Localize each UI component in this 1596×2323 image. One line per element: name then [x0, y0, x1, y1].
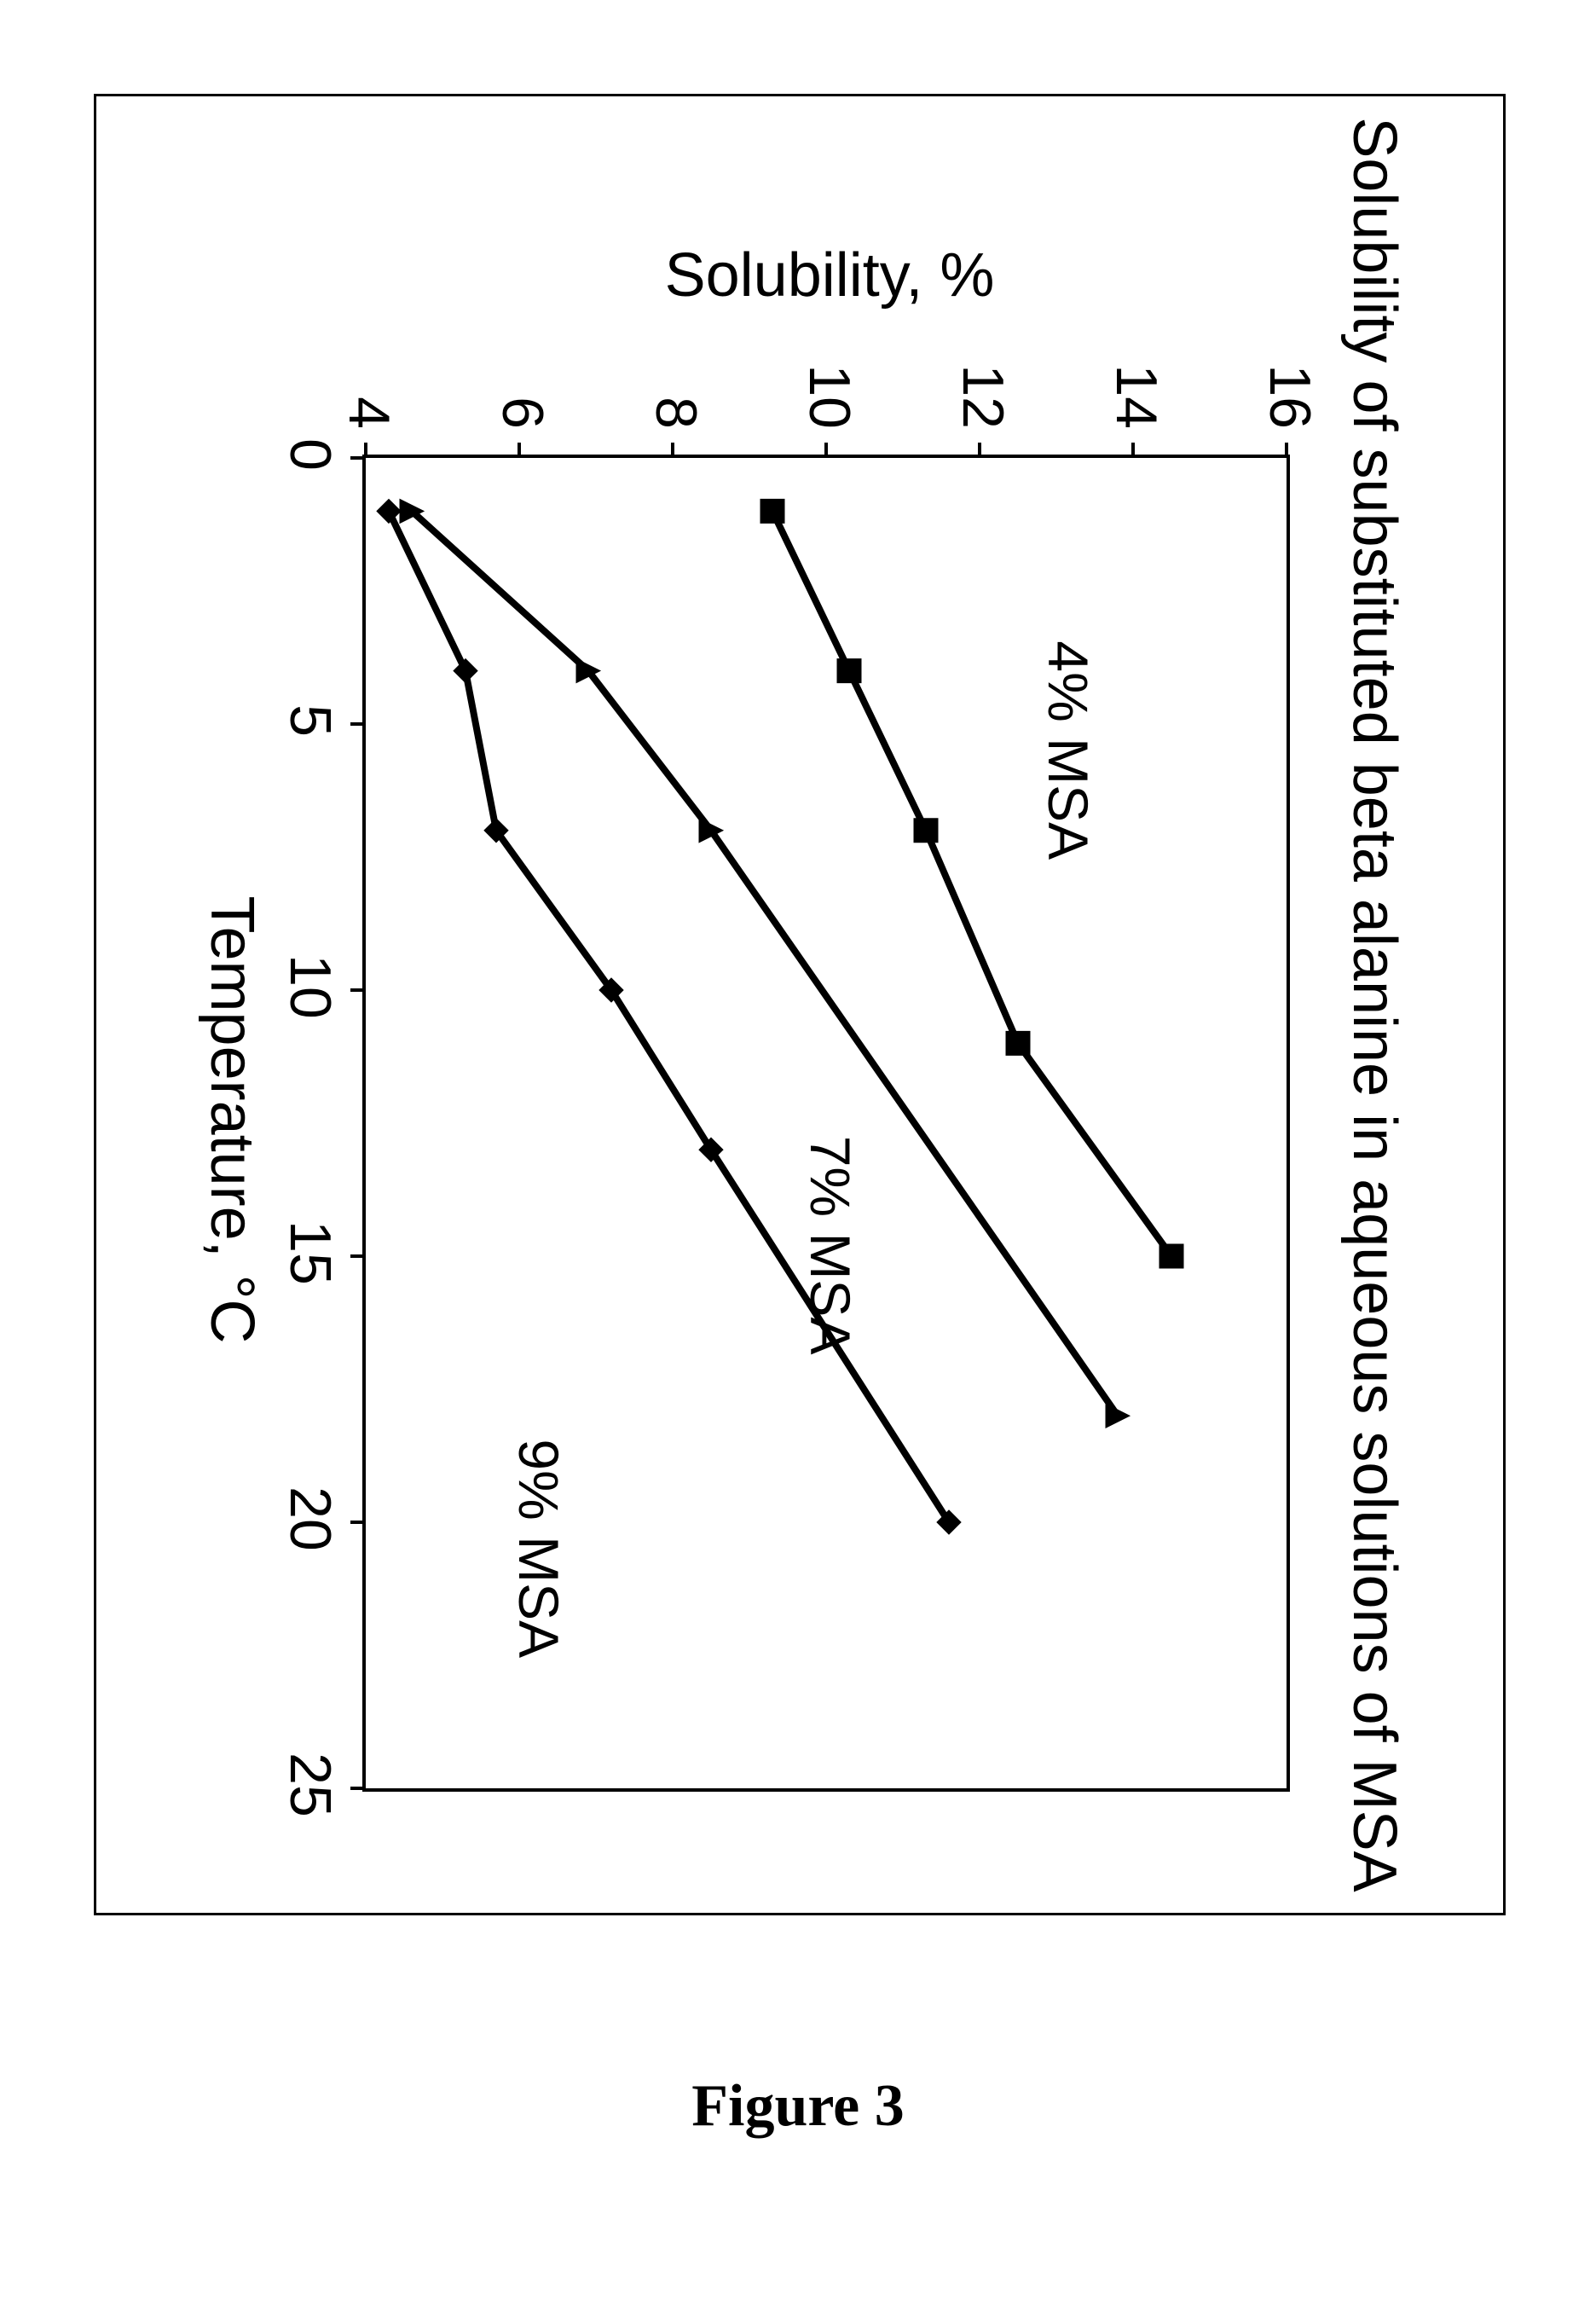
y-tick-label: 14	[1103, 352, 1170, 429]
series-line	[412, 511, 1118, 1416]
y-axis-title-text: Solubility, %	[665, 240, 995, 310]
series-inline-label: 9% MSA	[506, 1439, 571, 1658]
x-axis-title: Temperature, °C	[197, 455, 267, 1785]
data-marker	[760, 499, 784, 523]
data-marker	[914, 819, 938, 843]
x-tick-label: 15	[277, 1220, 344, 1285]
x-tick	[350, 988, 366, 992]
figure-outer-frame: Solubility of substituted beta alanine i…	[94, 94, 1506, 1915]
y-tick-label: 6	[489, 352, 556, 429]
x-tick-label: 5	[277, 704, 344, 737]
rotated-chart-container: Solubility of substituted beta alanine i…	[96, 96, 1503, 1913]
x-tick	[350, 722, 366, 726]
x-tick	[350, 1521, 366, 1524]
y-tick	[1131, 443, 1135, 458]
x-tick-label: 25	[277, 1752, 344, 1817]
y-tick	[978, 443, 981, 458]
y-tick	[1285, 443, 1288, 458]
x-tick	[350, 1254, 366, 1258]
y-tick	[671, 443, 674, 458]
x-tick-label: 10	[277, 954, 344, 1019]
chart-svg	[366, 458, 1287, 1788]
y-tick-label: 16	[1257, 352, 1323, 429]
y-tick	[364, 443, 367, 458]
y-tick-label: 10	[796, 352, 863, 429]
data-marker	[377, 499, 401, 523]
series-inline-label: 4% MSA	[1036, 640, 1101, 860]
plot-area	[362, 455, 1290, 1792]
series-line	[389, 511, 949, 1522]
data-marker	[1106, 1404, 1130, 1428]
data-marker	[1159, 1244, 1183, 1268]
series-inline-label: 7% MSA	[798, 1136, 863, 1355]
x-tick-label: 20	[277, 1486, 344, 1551]
figure-caption: Figure 3	[0, 2072, 1596, 2141]
x-tick-label: 0	[277, 438, 344, 471]
y-tick	[518, 443, 521, 458]
y-tick-label: 8	[643, 352, 709, 429]
data-marker	[837, 659, 861, 683]
y-tick-label: 4	[336, 352, 402, 429]
x-tick	[350, 1787, 366, 1790]
y-tick	[824, 443, 828, 458]
data-marker	[1006, 1031, 1030, 1055]
chart-title: Solubility of substituted beta alanine i…	[1339, 96, 1409, 1913]
data-marker	[454, 659, 477, 683]
y-tick-label: 12	[950, 352, 1016, 429]
